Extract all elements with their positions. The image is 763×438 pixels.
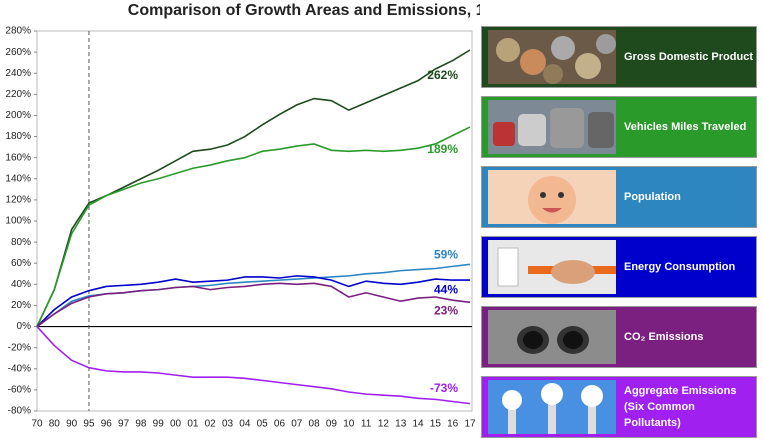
y-tick-label: 140% bbox=[5, 173, 31, 184]
legend-entry: Energy Consumption bbox=[481, 236, 757, 298]
y-tick-label: -40% bbox=[8, 363, 31, 374]
data-label: 262% bbox=[427, 68, 458, 82]
x-tick-label: 99 bbox=[153, 419, 165, 430]
series-line bbox=[36, 275, 470, 328]
legend-label: Gross Domestic Product bbox=[624, 51, 753, 63]
y-tick-label: 180% bbox=[5, 131, 31, 142]
y-tick-label: 260% bbox=[5, 47, 31, 58]
x-tick-label: 95 bbox=[83, 419, 95, 430]
y-tick-label: -20% bbox=[8, 342, 31, 353]
data-label: 189% bbox=[427, 142, 458, 156]
legend-label: Population bbox=[624, 191, 681, 203]
legend-image bbox=[488, 30, 616, 84]
legend-label: Vehicles Miles Traveled bbox=[624, 121, 747, 133]
y-tick-label: 80% bbox=[11, 237, 31, 248]
x-tick-label: 01 bbox=[187, 419, 199, 430]
legend-image bbox=[488, 310, 616, 364]
x-tick-label: 80 bbox=[49, 419, 61, 430]
y-tick-label: 60% bbox=[11, 258, 31, 269]
x-tick-label: 16 bbox=[447, 419, 459, 430]
plot-frame bbox=[36, 30, 473, 412]
y-tick-label: 40% bbox=[11, 279, 31, 290]
legend-entry: Aggregate Emissions (Six Common Pollutan… bbox=[481, 376, 757, 438]
series-line bbox=[36, 326, 471, 405]
legend-entry: CO₂ Emissions bbox=[481, 306, 757, 368]
y-tick-label: 240% bbox=[5, 68, 31, 79]
data-label: 59% bbox=[434, 247, 458, 261]
legend-entry: Gross Domestic Product bbox=[481, 26, 757, 88]
x-tick-label: 97 bbox=[118, 419, 130, 430]
x-tick-label: 08 bbox=[309, 419, 321, 430]
legend-label: CO₂ Emissions bbox=[624, 331, 704, 343]
x-tick-label: 03 bbox=[222, 419, 234, 430]
x-tick-label: 12 bbox=[378, 419, 390, 430]
legend-entry: Vehicles Miles Traveled bbox=[481, 96, 757, 158]
data-label: 23% bbox=[434, 303, 458, 317]
y-tick-label: 100% bbox=[5, 216, 31, 227]
y-tick-label: -80% bbox=[8, 406, 31, 417]
y-tick-label: 200% bbox=[5, 110, 31, 121]
x-tick-label: 07 bbox=[291, 419, 303, 430]
x-tick-label: 96 bbox=[101, 419, 113, 430]
x-tick-label: 11 bbox=[361, 419, 372, 430]
x-tick-label: 15 bbox=[430, 419, 442, 430]
legend-entry: Population bbox=[481, 166, 757, 228]
data-label: 44% bbox=[434, 282, 458, 296]
legend-image bbox=[488, 100, 616, 154]
y-tick-label: 160% bbox=[5, 152, 31, 163]
x-tick-label: 17 bbox=[464, 419, 476, 430]
legend-label: Aggregate Emissions (Six Common Pollutan… bbox=[624, 385, 737, 429]
x-tick-label: 06 bbox=[274, 419, 286, 430]
chart: Comparison of Growth Areas and Emissions… bbox=[5, 2, 480, 430]
x-tick-label: 09 bbox=[326, 419, 338, 430]
legend-label: Energy Consumption bbox=[624, 261, 736, 273]
x-tick-label: 04 bbox=[239, 419, 251, 430]
series-line bbox=[36, 282, 471, 328]
data-label: -73% bbox=[430, 381, 458, 395]
y-tick-label: 0% bbox=[17, 321, 32, 332]
y-tick-label: 20% bbox=[11, 300, 31, 311]
x-tick-label: 14 bbox=[412, 419, 424, 430]
legend-image bbox=[488, 380, 616, 434]
x-tick-label: 70 bbox=[31, 419, 43, 430]
legend-image bbox=[488, 170, 616, 224]
x-tick-label: 13 bbox=[395, 419, 407, 430]
series-line bbox=[36, 126, 471, 327]
x-tick-label: 98 bbox=[135, 419, 147, 430]
chart-title: Comparison of Growth Areas and Emissions… bbox=[128, 2, 480, 19]
y-tick-label: 120% bbox=[5, 195, 31, 206]
y-tick-label: -60% bbox=[8, 385, 31, 396]
y-tick-label: 220% bbox=[5, 89, 31, 100]
y-tick-label: 280% bbox=[5, 26, 31, 37]
x-tick-label: 05 bbox=[257, 419, 269, 430]
legend-image bbox=[488, 240, 616, 294]
x-tick-label: 90 bbox=[66, 419, 78, 430]
x-tick-label: 02 bbox=[205, 419, 217, 430]
x-tick-label: 10 bbox=[343, 419, 355, 430]
x-tick-label: 00 bbox=[170, 419, 182, 430]
